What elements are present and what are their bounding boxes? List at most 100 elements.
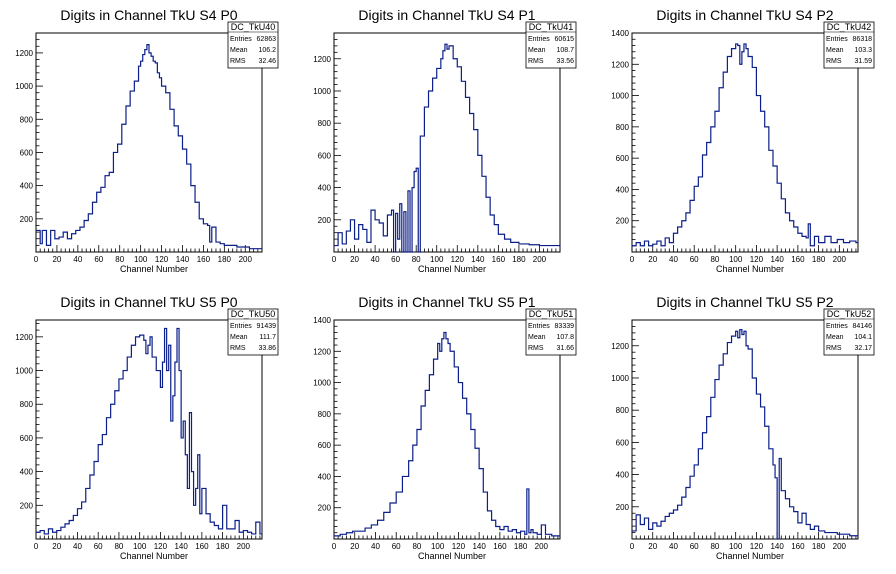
x-tick-label: 140 xyxy=(176,255,190,264)
chart-svg-2: Digits in Channel TkU S4 P1 0 20 40 60 80 100 1… xyxy=(313,7,577,274)
y-tick-label: 800 xyxy=(616,406,630,415)
x-tick-label: 40 xyxy=(669,542,678,551)
stats-label: Entries xyxy=(826,323,848,330)
stats-label: RMS xyxy=(230,58,246,65)
x-tick-label: 140 xyxy=(770,542,784,551)
stats-name: DC_TkU50 xyxy=(231,309,276,319)
stats-value: 62863 xyxy=(257,36,277,43)
stats-value: 31.59 xyxy=(854,58,872,65)
y-tick-label: 200 xyxy=(318,504,332,513)
y-tick-label: 400 xyxy=(318,472,332,481)
x-tick-label: 200 xyxy=(533,255,547,264)
plot-frame xyxy=(35,319,263,540)
stats-value: 84146 xyxy=(853,323,873,330)
x-tick-label: 0 xyxy=(34,542,39,551)
histogram-line xyxy=(632,43,858,247)
y-tick-label: 400 xyxy=(616,471,630,480)
y-tick-label: 1000 xyxy=(313,379,331,388)
chart-svg-6: Digits in Channel TkU S5 P2 0 20 40 60 80 100 1… xyxy=(611,294,875,561)
x-tick-label: 60 xyxy=(690,255,699,264)
stats-value: 32.17 xyxy=(854,345,872,352)
stats-box-frame xyxy=(525,308,577,356)
y-tick-label: 1000 xyxy=(611,92,629,101)
stats-value: 83339 xyxy=(555,323,575,330)
y-tick-label: 400 xyxy=(20,468,34,477)
x-tick-label: 200 xyxy=(237,542,251,551)
x-tick-label: 60 xyxy=(392,542,401,551)
x-tick-label: 100 xyxy=(729,255,743,264)
stats-value: 60615 xyxy=(555,36,575,43)
stats-value: 86318 xyxy=(853,36,873,43)
x-tick-label: 80 xyxy=(412,255,421,264)
x-tick-label: 20 xyxy=(52,542,61,551)
x-tick-label: 40 xyxy=(73,255,82,264)
stats-value: 108.7 xyxy=(556,47,574,54)
y-tick-label: 800 xyxy=(20,400,34,409)
y-tick-label: 600 xyxy=(616,438,630,447)
histogram-line xyxy=(36,44,262,250)
y-tick-label: 1400 xyxy=(313,316,331,325)
stats-box-frame xyxy=(823,21,875,69)
stats-name: DC_TkU51 xyxy=(529,309,574,319)
stats-box-frame xyxy=(525,21,577,69)
x-tick-label: 140 xyxy=(770,255,784,264)
x-tick-label: 40 xyxy=(371,255,380,264)
x-axis-label: Channel Number xyxy=(418,264,486,274)
stats-value: 107.8 xyxy=(556,334,574,341)
y-tick-label: 600 xyxy=(20,434,34,443)
x-tick-label: 120 xyxy=(155,255,169,264)
stats-name: DC_TkU40 xyxy=(231,22,276,32)
chart-panel-1: Digits in Channel TkU S4 P0 0 20 40 60 80 100 1… xyxy=(0,0,298,287)
x-tick-label: 0 xyxy=(34,255,39,264)
stats-label: Entries xyxy=(826,36,848,43)
chart-title: Digits in Channel TkU S4 P1 xyxy=(358,7,535,23)
y-tick-label: 1200 xyxy=(313,347,331,356)
stats-box: DC_TkU52 Entries 84146 Mean 104.1 RMS 32.17 xyxy=(823,308,875,356)
y-tick-label: 1200 xyxy=(313,55,331,64)
stats-value: 103.3 xyxy=(854,47,872,54)
chart-panel-3: Digits in Channel TkU S4 P2 0 20 40 60 80 100 1… xyxy=(596,0,894,287)
stats-label: Entries xyxy=(230,323,252,330)
x-tick-label: 200 xyxy=(833,542,847,551)
x-tick-label: 180 xyxy=(218,255,232,264)
histogram-line xyxy=(632,329,858,540)
y-tick-label: 400 xyxy=(318,184,332,193)
stats-label: Entries xyxy=(528,36,550,43)
y-tick-label: 1000 xyxy=(15,82,33,91)
chart-svg-3: Digits in Channel TkU S4 P2 0 20 40 60 80 100 1… xyxy=(611,7,875,274)
x-tick-label: 60 xyxy=(94,542,103,551)
y-tick-label: 1200 xyxy=(15,333,33,342)
stats-box: DC_TkU50 Entries 91439 Mean 111.7 RMS 33.86 xyxy=(227,308,279,356)
x-axis-label: Channel Number xyxy=(418,551,486,561)
x-tick-label: 60 xyxy=(94,255,103,264)
chart-panel-2: Digits in Channel TkU S4 P1 0 20 40 60 80 100 1… xyxy=(298,0,596,287)
plot-frame xyxy=(333,319,561,540)
chart-title: Digits in Channel TkU S4 P2 xyxy=(656,7,833,23)
x-axis-label: Channel Number xyxy=(716,264,784,274)
stats-label: Mean xyxy=(528,334,546,341)
stats-label: Mean xyxy=(826,47,844,54)
stats-box-frame xyxy=(227,21,279,69)
chart-svg-4: Digits in Channel TkU S5 P0 0 20 40 60 80 100 1… xyxy=(15,294,279,561)
x-tick-label: 160 xyxy=(493,542,507,551)
chart-panel-5: Digits in Channel TkU S5 P1 0 20 40 60 80 100 1… xyxy=(298,287,596,574)
plot-frame xyxy=(631,32,859,253)
y-tick-label: 1400 xyxy=(611,29,629,38)
chart-svg-1: Digits in Channel TkU S4 P0 0 20 40 60 80 100 1… xyxy=(15,7,279,274)
x-axis-label: Channel Number xyxy=(716,551,784,561)
stats-box: DC_TkU41 Entries 60615 Mean 108.7 RMS 33.56 xyxy=(525,21,577,69)
stats-value: 106.2 xyxy=(258,47,276,54)
stats-label: Mean xyxy=(826,334,844,341)
stats-value: 32.46 xyxy=(258,58,276,65)
x-tick-label: 40 xyxy=(73,542,82,551)
x-tick-label: 180 xyxy=(812,255,826,264)
stats-name: DC_TkU41 xyxy=(529,22,574,32)
x-tick-label: 100 xyxy=(729,542,743,551)
stats-box: DC_TkU42 Entries 86318 Mean 103.3 RMS 31.59 xyxy=(823,21,875,69)
histogram-line xyxy=(334,331,560,537)
x-tick-label: 180 xyxy=(512,255,526,264)
stats-value: 91439 xyxy=(257,323,277,330)
x-tick-label: 180 xyxy=(812,542,826,551)
y-tick-label: 200 xyxy=(318,216,332,225)
histogram-line xyxy=(334,43,561,253)
